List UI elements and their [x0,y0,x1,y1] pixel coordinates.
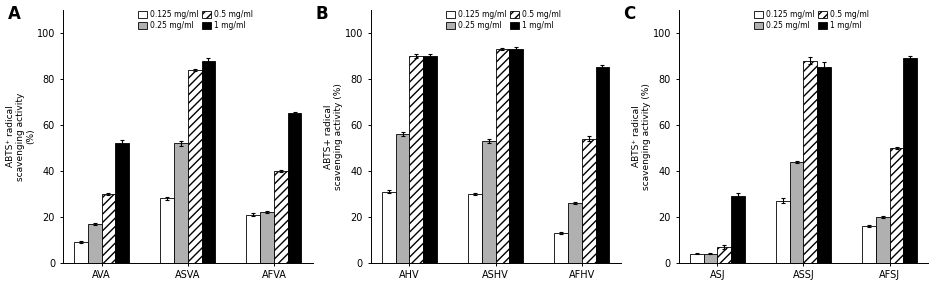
Bar [74,242,88,263]
Bar [188,70,202,263]
Bar [274,171,288,263]
Bar [496,49,509,263]
Bar [903,58,917,263]
Bar [789,162,803,263]
Y-axis label: ABTS⁺ radical
scavenging activity (%): ABTS⁺ radical scavenging activity (%) [631,83,651,190]
Bar [776,201,789,263]
Bar [568,203,582,263]
Bar [382,192,396,263]
Bar [409,56,423,263]
Text: C: C [624,5,636,23]
Legend: 0.125 mg/ml, 0.25 mg/ml, 0.5 mg/ml, 1 mg/ml: 0.125 mg/ml, 0.25 mg/ml, 0.5 mg/ml, 1 mg… [136,9,255,32]
Bar [396,134,409,263]
Y-axis label: ABTS⁺ radical
scavenging activity
(%): ABTS⁺ radical scavenging activity (%) [6,92,35,180]
Bar [817,67,831,263]
Bar [288,113,302,263]
Bar [202,61,216,263]
Bar [88,224,102,263]
Legend: 0.125 mg/ml, 0.25 mg/ml, 0.5 mg/ml, 1 mg/ml: 0.125 mg/ml, 0.25 mg/ml, 0.5 mg/ml, 1 mg… [445,9,562,32]
Bar [160,198,174,263]
Bar [717,247,731,263]
Bar [509,49,523,263]
Bar [115,143,129,263]
Bar [596,67,609,263]
Bar [582,139,596,263]
Bar [703,254,717,263]
Bar [468,194,482,263]
Text: B: B [316,5,328,23]
Bar [423,56,437,263]
Legend: 0.125 mg/ml, 0.25 mg/ml, 0.5 mg/ml, 1 mg/ml: 0.125 mg/ml, 0.25 mg/ml, 0.5 mg/ml, 1 mg… [752,9,870,32]
Bar [803,61,817,263]
Bar [554,233,568,263]
Bar [247,214,260,263]
Bar [731,196,745,263]
Bar [890,148,903,263]
Bar [174,143,188,263]
Bar [876,217,890,263]
Bar [102,194,115,263]
Bar [862,226,876,263]
Bar [689,254,703,263]
Text: A: A [7,5,21,23]
Bar [260,212,274,263]
Y-axis label: ABTS+ radical
scavenging activity (%): ABTS+ radical scavenging activity (%) [324,83,343,190]
Bar [482,141,496,263]
